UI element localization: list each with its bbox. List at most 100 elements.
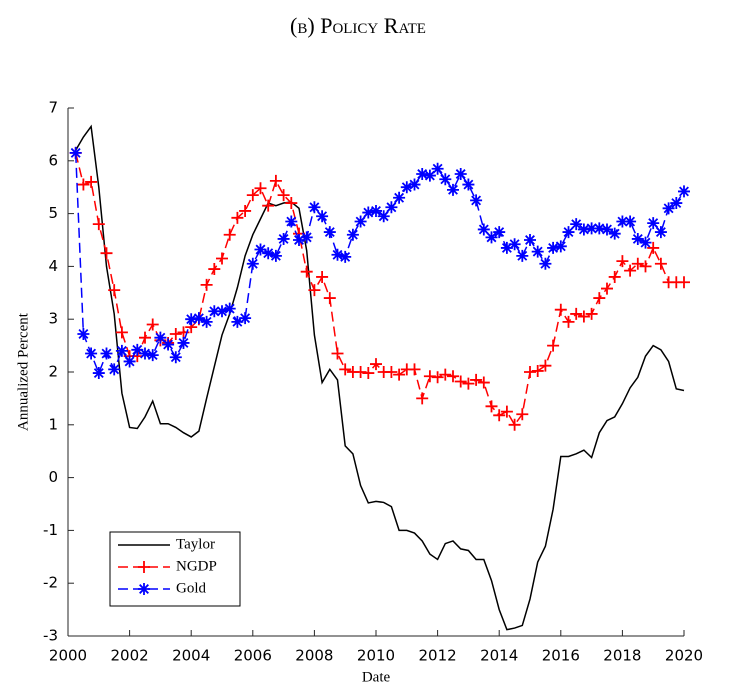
series-marker [308, 201, 321, 214]
x-tick-label: 2016 [542, 647, 580, 665]
series-marker [608, 270, 621, 283]
y-tick-label: 6 [48, 151, 58, 169]
y-tick-label: -2 [43, 574, 58, 592]
series-marker [223, 302, 236, 315]
series-marker [616, 255, 629, 268]
series-marker [416, 168, 429, 180]
x-tick-label: 2006 [234, 647, 272, 665]
series-marker [370, 204, 382, 217]
series-marker [77, 327, 90, 340]
series-marker [562, 226, 575, 239]
x-tick-label: 2000 [49, 647, 87, 665]
y-tick-label: 1 [48, 415, 58, 433]
series-marker [562, 315, 575, 328]
series-marker [277, 189, 290, 202]
series-marker [470, 194, 483, 207]
series-marker [647, 217, 660, 230]
series-marker [269, 174, 282, 187]
series-marker [524, 234, 536, 246]
series-marker [539, 359, 552, 372]
series-marker [108, 284, 121, 297]
series-marker [246, 189, 259, 202]
series-marker [92, 218, 105, 231]
series-marker [462, 178, 475, 191]
series-marker [624, 215, 637, 228]
series-marker [254, 182, 267, 195]
chart-title: (b) Policy Rate [290, 13, 426, 38]
series-marker [115, 344, 128, 357]
series-marker [85, 175, 98, 188]
series-marker [123, 355, 136, 368]
series-marker [500, 241, 513, 254]
series-marker [531, 245, 544, 258]
series-marker [331, 347, 344, 360]
legend-label: Gold [176, 580, 207, 596]
series-marker [192, 312, 205, 325]
series-marker [608, 227, 621, 240]
series-marker [254, 243, 267, 256]
series-line [75, 124, 685, 631]
series-marker [208, 263, 221, 276]
series-marker [131, 343, 144, 356]
series-marker [169, 327, 182, 340]
series-marker [308, 284, 321, 297]
y-tick-label: 5 [48, 204, 58, 222]
series-marker [593, 222, 606, 235]
series-marker [477, 376, 490, 389]
series-marker [262, 247, 275, 260]
series-marker [185, 313, 198, 326]
series-marker [431, 162, 444, 175]
series-marker [208, 305, 221, 318]
series-marker [678, 276, 690, 289]
series-marker [670, 197, 683, 210]
series-marker [408, 363, 421, 376]
series-marker [524, 366, 536, 378]
series-marker [631, 257, 644, 270]
series-marker [439, 173, 452, 186]
y-tick-label: 3 [48, 310, 58, 328]
y-tick-label: -1 [43, 521, 58, 539]
series-marker [100, 347, 113, 360]
series-marker [231, 211, 244, 224]
x-tick-label: 2018 [603, 647, 641, 665]
series-marker [593, 292, 606, 305]
series-marker [470, 373, 483, 386]
series-marker [216, 252, 228, 265]
series-marker [154, 331, 167, 344]
series-marker [678, 185, 690, 198]
series-marker [362, 206, 375, 219]
series-marker [100, 247, 113, 260]
series-marker [285, 197, 298, 210]
series-marker [547, 339, 560, 352]
series-marker [77, 178, 90, 191]
series-marker [631, 232, 644, 245]
legend-marker [138, 583, 150, 595]
series-marker [331, 248, 344, 261]
x-axis-label: Date [362, 669, 391, 685]
series-marker [216, 305, 228, 318]
x-tick-label: 2012 [419, 647, 457, 665]
series-marker [539, 257, 552, 270]
y-tick-label: -3 [43, 627, 58, 645]
series-marker [516, 408, 529, 421]
series-marker [654, 226, 667, 239]
series-marker [624, 264, 637, 277]
series-marker [400, 181, 413, 194]
series-marker [493, 409, 506, 422]
series-marker [485, 400, 498, 413]
legend-marker [138, 561, 150, 573]
series-marker [385, 201, 398, 214]
series-marker [239, 312, 252, 325]
series-marker [616, 215, 629, 228]
series-marker [92, 367, 105, 380]
series-marker [200, 278, 213, 291]
series-marker [169, 351, 182, 364]
series-marker [139, 331, 151, 344]
series-marker [262, 199, 275, 212]
series-marker [531, 364, 544, 377]
series-marker [223, 228, 236, 241]
series-marker [200, 315, 213, 328]
series-marker [577, 223, 590, 236]
series-marker [454, 168, 467, 180]
